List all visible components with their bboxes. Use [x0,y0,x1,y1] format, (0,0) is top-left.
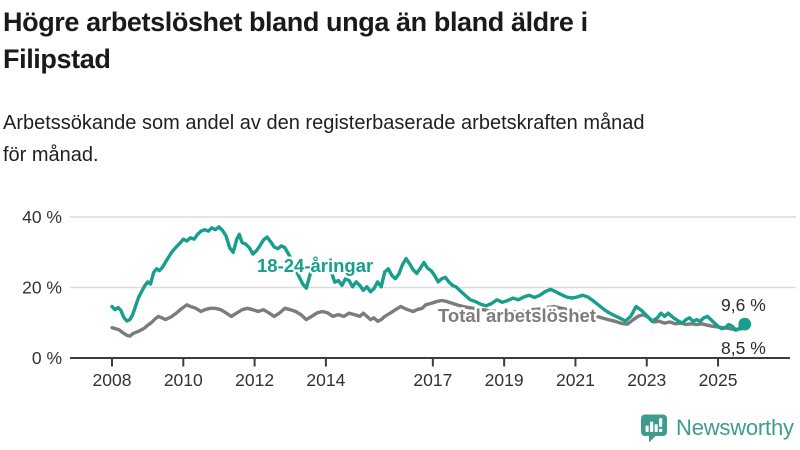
x-tick-label-2012: 2012 [235,370,274,390]
newsworthy-logo-icon [641,414,667,443]
series-line-young [110,225,747,332]
newsworthy-logo: Newsworthy [639,412,794,443]
x-tick-label-2021: 2021 [556,370,595,390]
chart-subtitle-line2: för månad. [3,144,99,166]
logo-bars [645,418,663,432]
x-tick-label-2023: 2023 [627,370,666,390]
page-title-line2: Filipstad [3,44,111,74]
chart-subtitle-line1: Arbetssökande som andel av den registerb… [3,112,645,134]
page-title-line1: Högre arbetslöshet bland unga än bland ä… [3,7,588,37]
series-labels: Total arbetslöshet 18-24-åringar [255,253,599,329]
series-lines [110,225,747,338]
series-line-total [110,298,747,338]
y-tick-label-0: 0 % [32,348,62,368]
line-chart: 0 % 20 % 40 % 2008 2010 2012 2014 2017 2019 2021… [22,207,796,390]
x-tick-label-2025: 2025 [699,370,738,390]
y-tick-label-20: 20 % [22,278,62,298]
chart-subtitle: Arbetssökande som andel av den registerb… [3,107,793,171]
series-label-total: Total arbetslöshet [438,305,596,326]
end-value-label-total: 8,5 % [721,338,766,358]
end-value-label-young: 9,6 % [721,295,766,315]
end-value-labels: 8,5 % 9,6 % [721,295,766,358]
page-title: Högre arbetslöshet bland unga än bland ä… [3,4,783,78]
x-tick-label-2019: 2019 [485,370,524,390]
x-axis-ticks [111,359,720,367]
series-end-dot [738,317,752,331]
x-tick-label-2010: 2010 [164,370,203,390]
x-tick-label-2008: 2008 [93,370,132,390]
series-label-young: 18-24-åringar [257,255,373,276]
y-tick-label-40: 40 % [22,207,62,227]
gridlines [70,216,796,289]
y-axis-labels: 0 % 20 % 40 % [22,207,62,368]
x-tick-label-2017: 2017 [413,370,452,390]
x-axis-tick-labels: 2008 2010 2012 2014 2017 2019 2021 2023 2025 [93,370,738,390]
x-tick-label-2014: 2014 [306,370,345,390]
newsworthy-wordmark: Newsworthy [676,414,794,440]
